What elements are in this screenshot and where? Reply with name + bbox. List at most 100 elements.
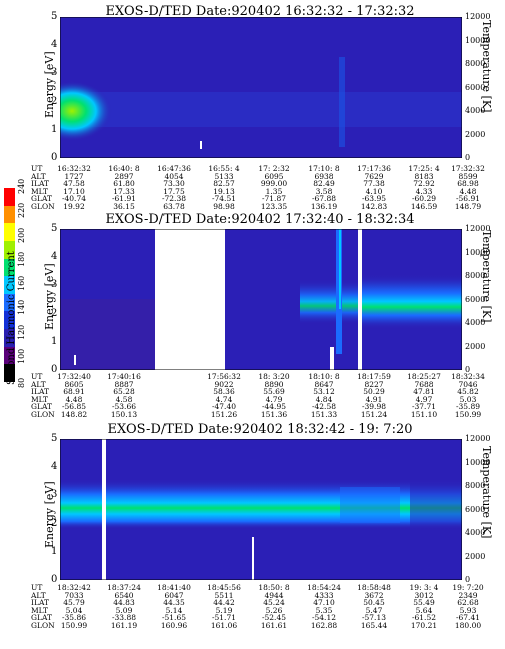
p1-mlt-6: 4.10 (365, 186, 383, 196)
colorbar-segment (4, 188, 15, 207)
p3-ilat-3: 44.42 (213, 598, 235, 607)
p1-ut-3: 16:55: 4 (208, 164, 240, 173)
p2-mlt-1: 4.58 (115, 394, 133, 404)
p2-glon-5: 151.33 (310, 409, 338, 419)
panel3-table: UT 18:32:42 18:37:24 18:41:40 18:45:56 1… (0, 584, 505, 629)
p2-ilat-6: 50.29 (363, 387, 385, 396)
p3-ut-0: 18:32:42 (57, 583, 91, 592)
panel1-y2tick: 0 (465, 153, 471, 162)
panel1-ytick: 2 (51, 95, 58, 107)
colorbar-tick: 140 (17, 299, 26, 316)
panel3-y2tick: 10000 (465, 457, 491, 467)
p3-glat-2: -51.65 (161, 613, 186, 622)
p3-glat-3: -51.71 (211, 613, 236, 622)
p1-glon-2: 63.78 (163, 201, 185, 211)
panel3-label-glon: GLON (31, 620, 55, 630)
p3-ut-5: 18:54:24 (307, 583, 341, 592)
panel1-label-mlt: MLT (31, 186, 49, 196)
p1-ilat-4: 999.00 (260, 179, 288, 188)
panel1-ytick: 5 (51, 11, 58, 22)
panel2-label-glat: GLAT (31, 402, 52, 411)
p3-ut-2: 18:41:40 (157, 583, 191, 592)
p1-mlt-8: 4.48 (459, 186, 477, 196)
p1-ut-1: 16:40: 8 (108, 164, 140, 173)
colorbar-segment (4, 293, 15, 312)
colorbar-tick: 240 (17, 178, 26, 194)
p2-ilat-5: 53.12 (313, 387, 335, 396)
colorbar-segment (4, 346, 15, 365)
p3-alt-2: 6047 (164, 590, 184, 600)
p3-ilat-6: 50.45 (363, 598, 385, 607)
p1-glon-6: 142.83 (360, 201, 388, 211)
p1-ilat-1: 61.80 (113, 179, 135, 188)
p1-glon-3: 98.98 (213, 201, 235, 211)
p1-ilat-8: 68.98 (457, 179, 479, 188)
panel3-ytick: 3 (51, 489, 58, 501)
p1-glat-6: -63.95 (361, 194, 386, 203)
p3-mlt-5: 5.35 (315, 605, 333, 615)
panel3-spectrogram (60, 439, 462, 580)
p2-mlt-5: 4.84 (315, 394, 333, 404)
p1-alt-8: 8599 (458, 171, 478, 181)
colorbar-label: Second Harmonic Current (6, 251, 17, 385)
p1-glat-8: -56.91 (455, 194, 480, 203)
colorbar-tick: 80 (17, 377, 26, 388)
panel2-ytick: 4 (51, 251, 58, 263)
p1-ut-4: 17: 2:32 (258, 164, 290, 173)
panel3-y2tick: 2000 (465, 551, 486, 561)
p2-mlt-3: 4.74 (215, 394, 233, 404)
p2-ut-1: 17:40:16 (107, 372, 141, 381)
p1-mlt-2: 17.75 (163, 186, 185, 196)
p3-mlt-8: 5.93 (459, 605, 477, 615)
colorbar-tick: 160 (17, 275, 26, 291)
panel2-y2tick: 0 (465, 365, 471, 374)
p2-alt-0: 8605 (64, 379, 84, 389)
p1-glon-0: 19.92 (63, 201, 85, 211)
panel3-title: EXOS-D/TED Date:920402 18:32:42 - 19: 7:… (107, 422, 413, 437)
panel2-y2tick: 10000 (465, 247, 491, 257)
p3-glon-3: 161.06 (210, 620, 238, 630)
p2-alt-4: 8890 (264, 379, 284, 389)
p3-glon-5: 162.88 (310, 620, 338, 630)
p2-ut-5: 18:10: 8 (308, 372, 340, 381)
p1-mlt-1: 17.33 (113, 186, 135, 196)
colorbar-tick: 200 (17, 227, 26, 243)
p2-glat-8: -35.89 (455, 402, 480, 411)
p1-alt-5: 6938 (314, 171, 334, 181)
panel2-label-ilat: ILAT (31, 387, 49, 396)
p1-ilat-6: 77.38 (363, 179, 385, 188)
p1-mlt-4: 1.35 (265, 186, 283, 196)
p3-alt-8: 2349 (458, 590, 478, 600)
p3-alt-4: 4944 (264, 590, 284, 600)
p3-glon-2: 160.96 (160, 620, 188, 630)
p1-glat-3: -74.51 (211, 194, 236, 203)
panel1-ytick: 1 (51, 123, 58, 135)
p2-glat-3: -47.40 (211, 402, 236, 411)
panel2-ytick: 3 (51, 279, 58, 291)
p2-alt-1: 8887 (114, 379, 134, 389)
panel2-label-mlt: MLT (31, 394, 49, 404)
p2-ut-8: 18:32:34 (451, 372, 485, 381)
p3-ut-8: 19: 7:20 (452, 583, 484, 592)
p3-ut-3: 18:45:56 (207, 583, 241, 592)
p3-ut-6: 18:58:48 (357, 583, 391, 592)
p2-ilat-8: 45.82 (457, 387, 479, 396)
panel2-y2tick: 8000 (465, 271, 486, 280)
p3-glon-6: 165.44 (360, 620, 388, 630)
panel1-ytick: 0 (51, 152, 58, 163)
panel1-label-glat: GLAT (31, 194, 52, 203)
panel1-y2tick: 12000 (465, 12, 491, 21)
panel3-y2tick: 4000 (465, 528, 486, 537)
p1-alt-6: 7629 (364, 171, 384, 181)
p1-ut-0: 16:32:32 (57, 164, 91, 173)
p2-ilat-4: 55.69 (263, 387, 285, 396)
p3-mlt-2: 5.14 (165, 605, 183, 615)
colorbar-tick: 180 (17, 251, 26, 267)
panel2-ytick: 0 (51, 364, 58, 375)
p2-ilat-3: 58.36 (213, 387, 235, 396)
panel1-label-ut: UT (31, 164, 43, 173)
p2-glon-6: 151.24 (360, 409, 388, 419)
panel3-ytick: 0 (51, 574, 58, 585)
colorbar-segment (4, 205, 15, 224)
p2-ilat-0: 68.91 (63, 387, 85, 396)
